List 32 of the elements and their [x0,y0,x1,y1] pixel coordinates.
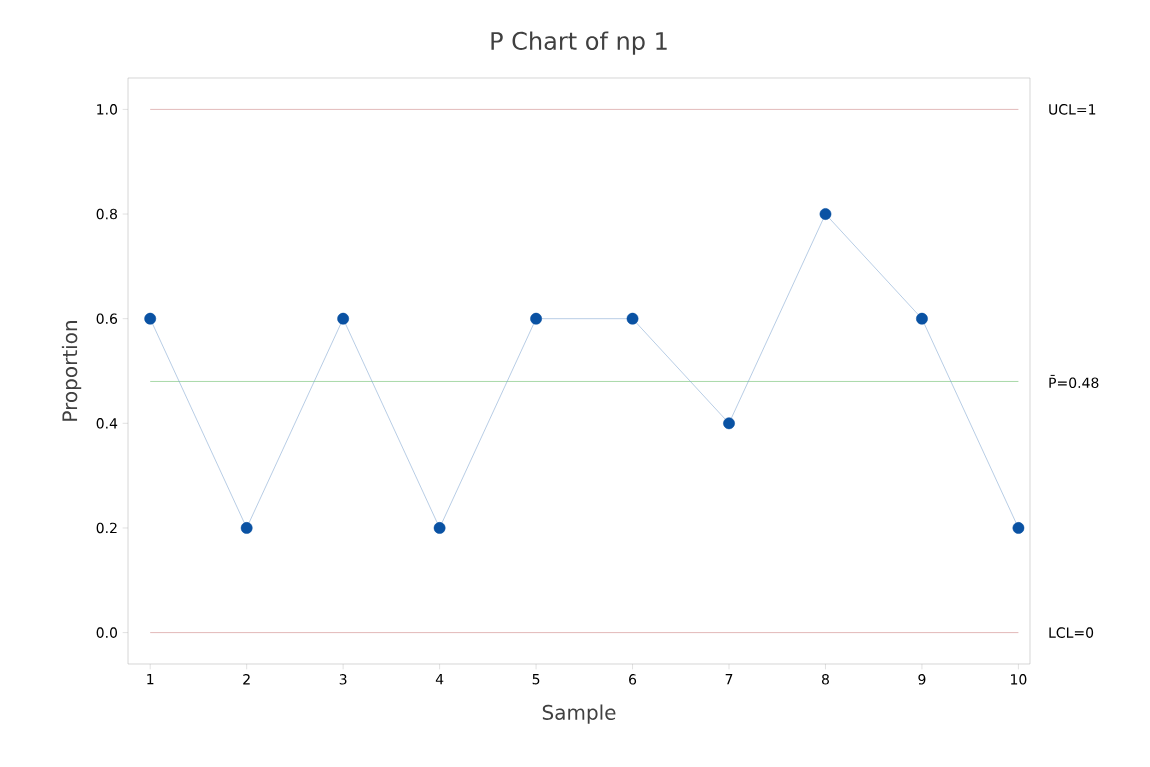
point [240,522,253,534]
x-tick-label: 8 [821,674,829,685]
point [1012,522,1025,534]
ref-line-label: P̄=0.48 [1049,374,1099,389]
point [626,312,639,325]
x-tick-label: 7 [725,674,733,685]
ref-line-label: LCL=0 [1049,627,1094,638]
y-axis-title: Proportion [61,321,82,421]
point [723,417,735,430]
y-tick-label: 0.6 [96,313,118,324]
x-axis-title: Sample [542,704,616,724]
x-tick-label: 2 [243,674,250,685]
x-tick-label: 5 [532,674,540,685]
x-tick-label: 4 [435,674,444,685]
y-tick-label: 1.0 [97,104,118,115]
x-tick-label: 10 [1011,674,1027,685]
y-tick-label: 0.8 [96,208,117,220]
chart-title: P Chart of np 1 [491,31,667,55]
x-tick-label: 6 [629,674,637,685]
point [433,522,446,534]
x-tick-label: 3 [339,674,347,685]
x-tick-label: 1 [147,674,154,685]
point [337,312,349,325]
point [530,312,542,325]
y-tick-label: 0.4 [96,418,118,429]
point [144,312,157,325]
point [916,312,928,325]
ref-line-label: UCL=1 [1049,104,1096,115]
x-tick-label: 9 [918,674,926,685]
y-tick-label: 0.2 [96,522,117,534]
y-tick-label: 0.0 [96,627,118,638]
point [819,208,832,220]
